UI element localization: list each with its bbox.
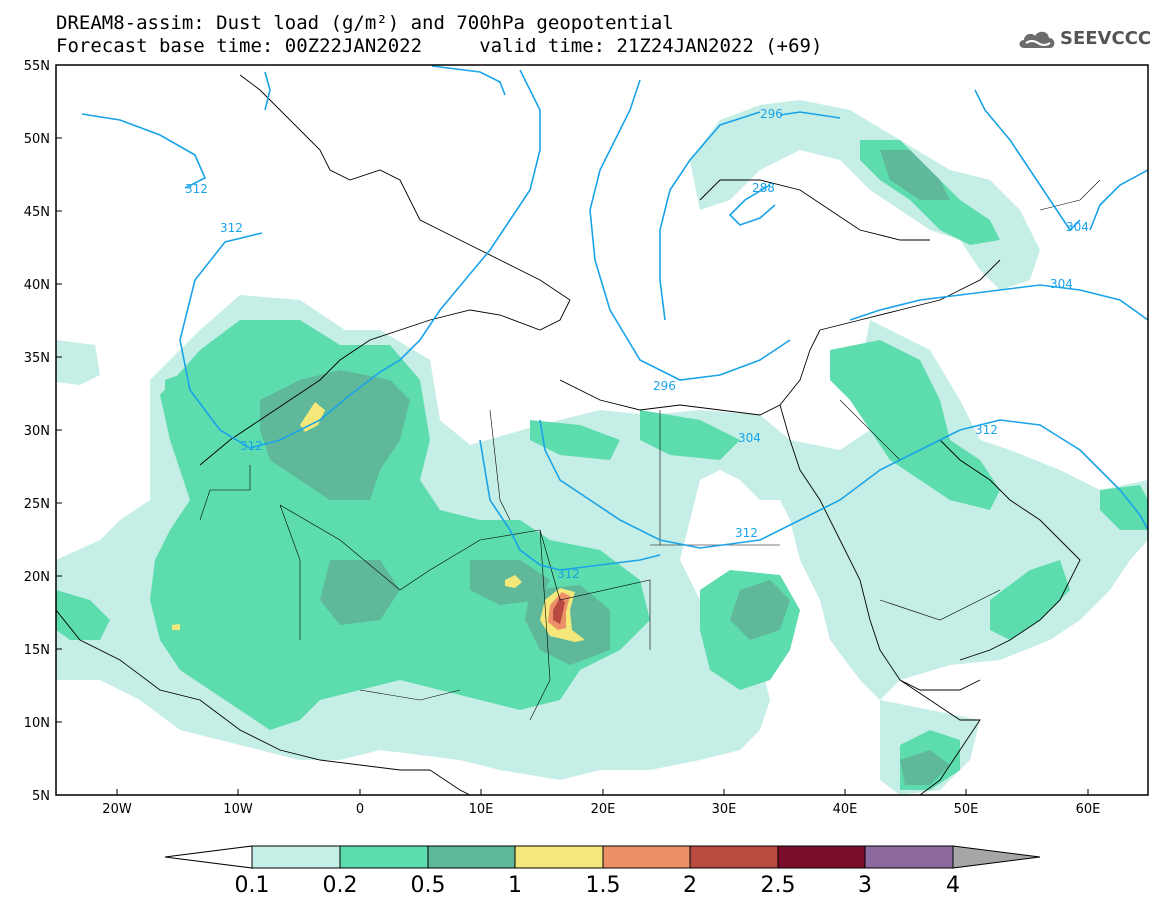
colorbar-swatch <box>339 845 429 869</box>
dust-level-2 <box>553 598 565 624</box>
y-tick-label: 45N <box>24 205 50 220</box>
contour-label: 296 <box>653 379 676 393</box>
colorbar-swatch <box>689 845 779 869</box>
coastlines <box>56 74 1081 795</box>
x-tick-label: 10W <box>223 802 253 817</box>
colorbar-label: 3 <box>858 873 872 898</box>
contour-label: 304 <box>1066 220 1089 234</box>
y-tick-label: 55N <box>24 59 50 74</box>
x-tick-label: 30E <box>712 802 737 817</box>
colorbar-label: 0.2 <box>323 873 358 898</box>
colorbar-swatch <box>864 845 954 869</box>
y-tick-label: 25N <box>24 497 50 512</box>
cloud-logo-icon <box>1019 31 1055 48</box>
colorbar-label: 2.5 <box>761 873 796 898</box>
y-tick-label: 10N <box>24 716 50 731</box>
logo-text: SEEVCCC <box>1060 28 1152 49</box>
x-tick-label: 60E <box>1076 802 1101 817</box>
x-tick-label: 10E <box>469 802 494 817</box>
colorbar-min-arrow <box>164 845 253 869</box>
colorbar-swatch <box>777 845 866 869</box>
colorbar-label: 1.5 <box>586 873 621 898</box>
geopotential-contours <box>81 65 1148 571</box>
tick-marks <box>56 137 1089 795</box>
contour-labels: 312 312 312 296 288 304 304 296 304 312 … <box>185 107 1089 581</box>
x-tick-label: 0 <box>356 802 364 817</box>
x-axis-labels: 20W 10W 0 10E 20E 30E 40E 50E 60E <box>102 802 1100 817</box>
country-borders <box>199 179 1101 721</box>
colorbar-swatch <box>514 845 604 869</box>
colorbar-label: 1 <box>508 873 522 898</box>
contour-label: 304 <box>738 431 761 445</box>
y-tick-label: 40N <box>24 278 50 293</box>
colorbar <box>164 845 1041 869</box>
map-title: DREAM8-assim: Dust load (g/m²) and 700hP… <box>56 12 674 34</box>
contour-label: 312 <box>557 567 580 581</box>
colorbar-swatch <box>602 845 691 869</box>
x-tick-label: 20E <box>591 802 616 817</box>
contour-label: 312 <box>975 423 998 437</box>
y-axis-labels: 55N 50N 45N 40N 35N 30N 25N 20N 15N 10N … <box>24 59 50 804</box>
colorbar-swatch <box>251 845 341 869</box>
contour-label: 304 <box>1050 277 1073 291</box>
colorbar-labels: 0.1 0.2 0.5 1 1.5 2 2.5 3 4 <box>235 873 961 898</box>
contour-label: 296 <box>760 107 783 121</box>
x-tick-label: 40E <box>833 802 858 817</box>
dust-load-field <box>56 100 1148 795</box>
colorbar-label: 4 <box>946 873 960 898</box>
contour-label: 312 <box>220 221 243 235</box>
seevccc-logo: SEEVCCC <box>1018 26 1153 54</box>
colorbar-swatch <box>427 845 516 869</box>
contour-label: 288 <box>752 181 775 195</box>
colorbar-label: 2 <box>683 873 697 898</box>
colorbar-label: 0.5 <box>411 873 446 898</box>
y-tick-label: 35N <box>24 351 50 366</box>
x-tick-label: 20W <box>102 802 132 817</box>
contour-label: 312 <box>185 182 208 196</box>
y-tick-label: 20N <box>24 570 50 585</box>
forecast-time-subtitle: Forecast base time: 00Z22JAN2022 valid t… <box>56 35 823 57</box>
y-tick-label: 50N <box>24 132 50 147</box>
contour-label: 312 <box>240 439 263 453</box>
y-tick-label: 30N <box>24 424 50 439</box>
colorbar-label: 0.1 <box>235 873 270 898</box>
y-tick-label: 15N <box>24 643 50 658</box>
x-tick-label: 50E <box>954 802 979 817</box>
y-tick-label: 5N <box>32 789 50 804</box>
contour-label: 312 <box>735 526 758 540</box>
colorbar-max-arrow <box>952 845 1041 869</box>
